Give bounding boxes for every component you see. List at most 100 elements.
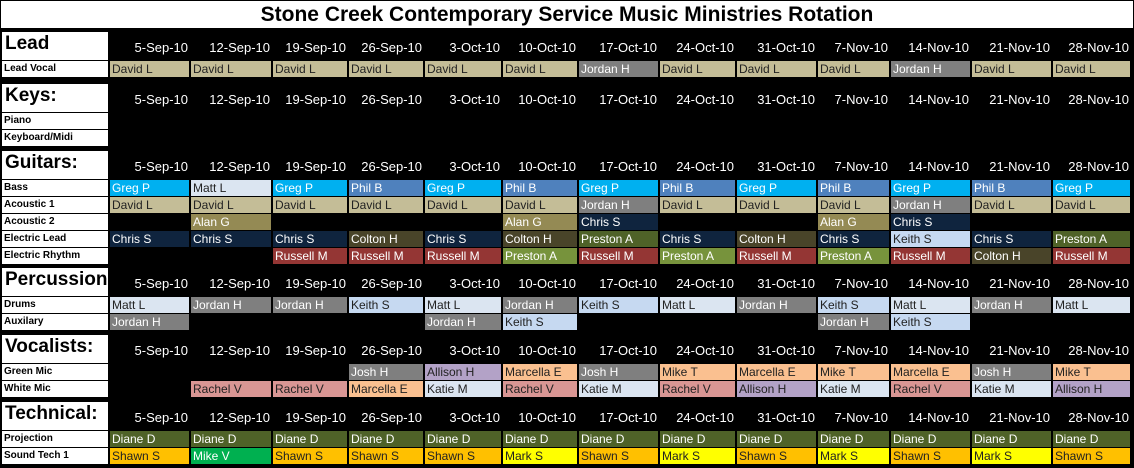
assignment-cell[interactable]: Jordan H (972, 297, 1052, 313)
assignment-cell[interactable]: Diane D (818, 431, 890, 447)
assignment-cell[interactable]: Alan G (191, 214, 272, 230)
assignment-cell[interactable]: Russell M (349, 248, 424, 264)
assignment-cell[interactable]: Keith S (891, 231, 971, 247)
assignment-cell[interactable]: Chris S (425, 231, 502, 247)
assignment-cell[interactable]: Jordan H (425, 314, 502, 330)
assignment-cell[interactable]: Russell M (737, 248, 817, 264)
assignment-cell[interactable]: Colton H (503, 231, 578, 247)
assignment-cell[interactable]: Matt L (110, 297, 190, 313)
assignment-cell[interactable]: Rachel V (660, 381, 736, 397)
assignment-cell[interactable]: Rachel V (273, 381, 348, 397)
assignment-cell[interactable]: Mike T (818, 364, 890, 380)
assignment-cell[interactable]: Diane D (191, 431, 272, 447)
assignment-cell[interactable]: Preston A (660, 248, 736, 264)
assignment-cell[interactable]: Allison H (1053, 381, 1131, 397)
assignment-cell[interactable]: Chris S (660, 231, 736, 247)
assignment-cell[interactable]: Chris S (818, 231, 890, 247)
assignment-cell[interactable]: Keith S (349, 297, 424, 313)
assignment-cell[interactable]: Chris S (579, 214, 659, 230)
assignment-cell[interactable]: Shawn S (110, 448, 190, 464)
assignment-cell[interactable]: Greg P (891, 180, 971, 196)
assignment-cell[interactable]: Marcella E (891, 364, 971, 380)
assignment-cell[interactable]: Katie M (818, 381, 890, 397)
assignment-cell[interactable]: Chris S (273, 231, 348, 247)
assignment-cell[interactable]: Allison H (737, 381, 817, 397)
assignment-cell[interactable]: Mark S (503, 448, 578, 464)
assignment-cell[interactable]: David L (425, 61, 502, 77)
assignment-cell[interactable]: Preston A (818, 248, 890, 264)
assignment-cell[interactable]: Jordan H (891, 197, 971, 213)
assignment-cell[interactable]: Phil B (349, 180, 424, 196)
assignment-cell[interactable]: Matt L (191, 180, 272, 196)
assignment-cell[interactable]: Shawn S (425, 448, 502, 464)
assignment-cell[interactable]: Russell M (425, 248, 502, 264)
assignment-cell[interactable]: Diane D (273, 431, 348, 447)
assignment-cell[interactable]: Russell M (1053, 248, 1131, 264)
assignment-cell[interactable]: Jordan H (737, 297, 817, 313)
assignment-cell[interactable]: Mike T (660, 364, 736, 380)
assignment-cell[interactable]: Greg P (273, 180, 348, 196)
assignment-cell[interactable]: Josh H (579, 364, 659, 380)
assignment-cell[interactable]: Matt L (660, 297, 736, 313)
assignment-cell[interactable]: Jordan H (503, 297, 578, 313)
assignment-cell[interactable]: David L (503, 61, 578, 77)
assignment-cell[interactable]: Colton H (737, 231, 817, 247)
assignment-cell[interactable]: Preston A (1053, 231, 1131, 247)
assignment-cell[interactable]: David L (110, 61, 190, 77)
assignment-cell[interactable]: Jordan H (891, 61, 971, 77)
assignment-cell[interactable]: David L (660, 61, 736, 77)
assignment-cell[interactable]: David L (1053, 61, 1131, 77)
assignment-cell[interactable]: Rachel V (503, 381, 578, 397)
assignment-cell[interactable]: David L (349, 61, 424, 77)
assignment-cell[interactable]: David L (273, 61, 348, 77)
assignment-cell[interactable]: Rachel V (191, 381, 272, 397)
assignment-cell[interactable]: Katie M (579, 381, 659, 397)
assignment-cell[interactable]: Marcella E (349, 381, 424, 397)
assignment-cell[interactable]: Phil B (660, 180, 736, 196)
assignment-cell[interactable]: David L (660, 197, 736, 213)
assignment-cell[interactable]: Diane D (660, 431, 736, 447)
assignment-cell[interactable]: Matt L (425, 297, 502, 313)
assignment-cell[interactable]: Diane D (972, 431, 1052, 447)
assignment-cell[interactable]: Greg P (425, 180, 502, 196)
assignment-cell[interactable]: Allison H (425, 364, 502, 380)
assignment-cell[interactable]: Jordan H (191, 297, 272, 313)
assignment-cell[interactable]: Jordan H (273, 297, 348, 313)
assignment-cell[interactable]: Russell M (891, 248, 971, 264)
assignment-cell[interactable]: Jordan H (110, 314, 190, 330)
assignment-cell[interactable]: Preston A (579, 231, 659, 247)
assignment-cell[interactable]: Diane D (579, 431, 659, 447)
assignment-cell[interactable]: Preston A (503, 248, 578, 264)
assignment-cell[interactable]: Keith S (503, 314, 578, 330)
assignment-cell[interactable]: Jordan H (579, 197, 659, 213)
assignment-cell[interactable]: Shawn S (891, 448, 971, 464)
assignment-cell[interactable]: David L (818, 197, 890, 213)
assignment-cell[interactable]: Diane D (737, 431, 817, 447)
assignment-cell[interactable]: Josh H (349, 364, 424, 380)
assignment-cell[interactable]: Mike V (191, 448, 272, 464)
assignment-cell[interactable]: David L (1053, 197, 1131, 213)
assignment-cell[interactable]: Keith S (579, 297, 659, 313)
assignment-cell[interactable]: Greg P (737, 180, 817, 196)
assignment-cell[interactable]: Keith S (891, 314, 971, 330)
assignment-cell[interactable]: Shawn S (737, 448, 817, 464)
assignment-cell[interactable]: David L (110, 197, 190, 213)
assignment-cell[interactable]: Diane D (1053, 431, 1131, 447)
assignment-cell[interactable]: Marcella E (503, 364, 578, 380)
assignment-cell[interactable]: Shawn S (349, 448, 424, 464)
assignment-cell[interactable]: Matt L (891, 297, 971, 313)
assignment-cell[interactable]: Russell M (273, 248, 348, 264)
assignment-cell[interactable]: Diane D (891, 431, 971, 447)
assignment-cell[interactable]: Mark S (660, 448, 736, 464)
assignment-cell[interactable]: David L (972, 197, 1052, 213)
assignment-cell[interactable]: Mark S (818, 448, 890, 464)
assignment-cell[interactable]: Jordan H (579, 61, 659, 77)
assignment-cell[interactable]: Mark S (972, 448, 1052, 464)
assignment-cell[interactable]: Josh H (972, 364, 1052, 380)
assignment-cell[interactable]: Diane D (349, 431, 424, 447)
assignment-cell[interactable]: David L (972, 61, 1052, 77)
assignment-cell[interactable]: David L (349, 197, 424, 213)
assignment-cell[interactable]: Mike T (1053, 364, 1131, 380)
assignment-cell[interactable]: Rachel V (891, 381, 971, 397)
assignment-cell[interactable]: Russell M (579, 248, 659, 264)
